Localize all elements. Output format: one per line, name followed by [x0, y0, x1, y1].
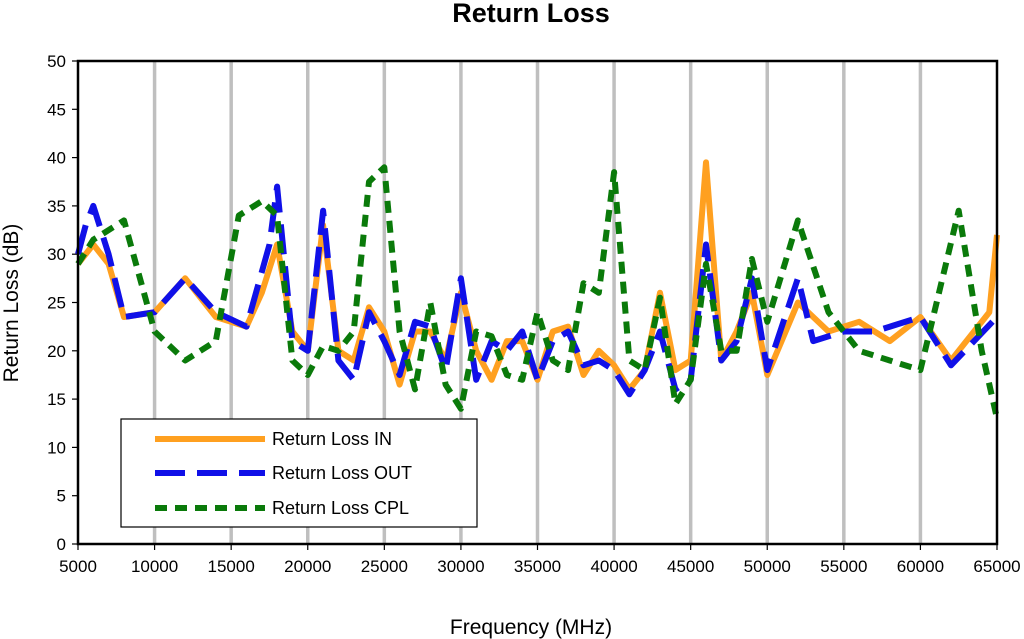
legend: Return Loss IN Return Loss OUT Return Lo…: [120, 418, 478, 528]
y-tick-label: 50: [47, 52, 66, 71]
x-tick-label: 65000: [973, 557, 1020, 576]
y-tick-label: 40: [47, 149, 66, 168]
y-tick-labels: 0 5 10 15 20 25 30 35 40 45 50: [47, 52, 78, 554]
legend-label-cpl: Return Loss CPL: [272, 498, 409, 518]
y-tick-label: 45: [47, 100, 66, 119]
y-tick-label: 25: [47, 294, 66, 313]
y-tick-label: 15: [47, 390, 66, 409]
x-tick-label: 15000: [208, 557, 255, 576]
plot-area-border: [76, 59, 999, 546]
x-tick-label: 25000: [361, 557, 408, 576]
legend-label-out: Return Loss OUT: [272, 463, 412, 483]
x-tick-label: 50000: [744, 557, 791, 576]
legend-label-in: Return Loss IN: [272, 429, 392, 449]
y-tick-label: 20: [47, 342, 66, 361]
y-tick-label: 30: [47, 245, 66, 264]
x-tick-label: 35000: [514, 557, 561, 576]
y-tick-label: 0: [57, 535, 66, 554]
y-axis-label: Return Loss (dB): [0, 224, 23, 383]
series-line-out: [75, 183, 1000, 398]
x-tick-labels: 5000 10000 15000 20000 25000 30000 35000 40000 4…: [59, 544, 1021, 576]
x-tick-label: 30000: [437, 557, 484, 576]
y-tick-label: 5: [57, 487, 66, 506]
x-tick-label: 40000: [590, 557, 637, 576]
x-tick-label: 55000: [820, 557, 867, 576]
x-tick-label: 20000: [284, 557, 331, 576]
x-tick-label: 10000: [131, 557, 178, 576]
x-tick-label: 5000: [59, 557, 97, 576]
x-tick-label: 60000: [897, 557, 944, 576]
x-tick-label: 45000: [667, 557, 714, 576]
x-axis-label: Frequency (MHz): [450, 616, 612, 639]
series-lines: [75, 159, 1000, 420]
y-tick-label: 10: [47, 438, 66, 457]
y-tick-label: 35: [47, 197, 66, 216]
chart-title: Return Loss: [452, 0, 610, 28]
series-line-cpl: [75, 164, 1000, 420]
